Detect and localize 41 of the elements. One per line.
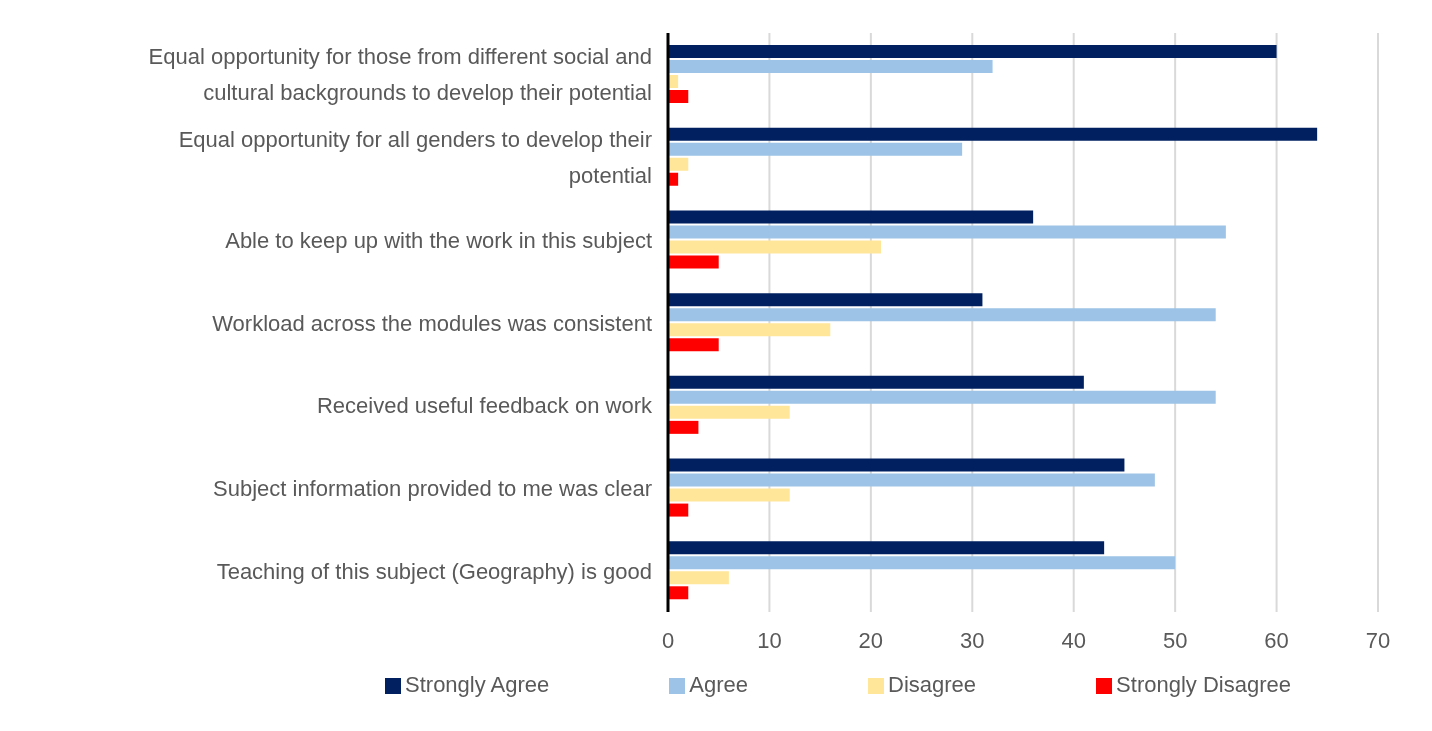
bar [668, 127, 1318, 141]
legend-label: Strongly Disagree [1116, 672, 1291, 697]
legend-label: Disagree [888, 672, 977, 697]
bar [668, 375, 1084, 389]
legend-label: Agree [689, 672, 749, 697]
bar [668, 323, 831, 337]
bar [668, 255, 719, 269]
bar [668, 308, 1216, 322]
bar [668, 390, 1216, 404]
x-tick-label: 10 [757, 627, 782, 653]
x-tick-label: 50 [1162, 627, 1188, 653]
bar [668, 458, 1125, 472]
x-tick-label: 70 [1365, 627, 1391, 653]
y-tick-label: Received useful feedback on work [316, 392, 653, 418]
y-tick-label: Workload across the modules was consistent [212, 310, 652, 335]
bar [668, 473, 1155, 487]
legend-label: Strongly Agree [405, 672, 550, 697]
bar [668, 210, 1034, 224]
x-tick-label: 30 [960, 627, 985, 653]
y-tick-label: Equal opportunity for all genders to develop their potential [178, 126, 652, 188]
x-tick-label: 40 [1061, 627, 1086, 653]
bar [668, 420, 699, 434]
bar [668, 142, 963, 156]
y-tick-label: Teaching of this subject (Geography) is good [216, 558, 652, 584]
y-tick-label: Able to keep up with the work in this subject [225, 227, 652, 253]
bar [668, 541, 1105, 555]
bar [668, 338, 719, 352]
x-tick-label: 60 [1264, 627, 1289, 653]
bar [668, 571, 729, 585]
bar [668, 556, 1176, 570]
bar [668, 405, 790, 419]
y-tick-label: Subject information provided to me was clear [213, 475, 652, 501]
y-tick-label: Equal opportunity for those from different social and cultural backgrounds to develop their potential [148, 43, 652, 105]
x-tick-label: 0 [661, 627, 675, 653]
bar [668, 60, 993, 73]
bar [668, 225, 1226, 239]
bar [668, 45, 1277, 58]
bar [668, 240, 881, 254]
x-tick-label: 20 [858, 627, 884, 653]
bar [668, 488, 790, 502]
bar [668, 293, 983, 307]
